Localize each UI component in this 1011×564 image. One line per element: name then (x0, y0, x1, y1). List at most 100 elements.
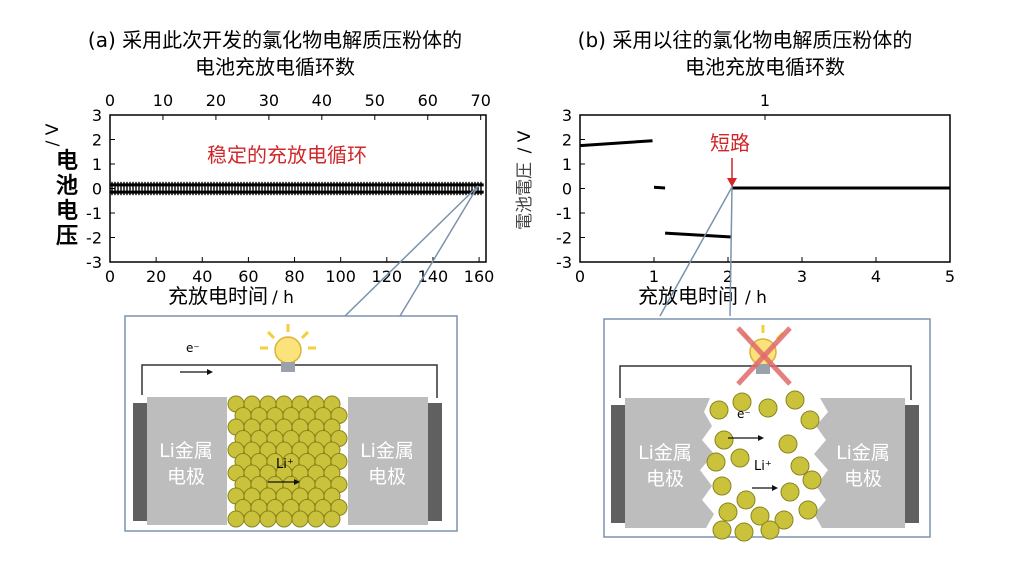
bulb-b-cross-icon (736, 326, 792, 386)
chart-a-xtick-label: 140 (418, 267, 449, 286)
electrolyte-particle (774, 510, 794, 530)
chart-a-xtick-label: 120 (372, 267, 403, 286)
chart-b-ytick-label: 0 (562, 180, 572, 199)
electrolyte-particle (785, 390, 805, 410)
diagram-a-left-electrode-label-line1: Li金属 (159, 440, 213, 462)
diagram-a-electrolyte-particles (227, 395, 348, 528)
chart-b-ticks: 0 1 2 3 4 5 3 2 1 0 -1 -2 -3 1 (556, 91, 955, 286)
electrolyte-particle (712, 476, 732, 496)
panel-b-caption-line2: 电池充放电循环数 (685, 55, 845, 79)
chart-a-ytick-label: -3 (86, 253, 102, 272)
chart-b-ylabel: 電池電圧 (515, 162, 535, 230)
chart-b-xtick-label: 2 (723, 267, 733, 286)
diagram-a-right-current-collector (428, 403, 442, 521)
chart-b-xtick-label: 1 (649, 267, 659, 286)
callout-a (344, 185, 479, 317)
chart-b-ytick-label: 3 (562, 106, 572, 125)
electrolyte-particle (227, 510, 245, 528)
chart-a-top-xtick-label: 20 (206, 91, 226, 110)
electrolyte-particle (732, 392, 752, 412)
bulb-a-icon (260, 324, 316, 372)
chart-a-xlabel: 充放电时间 (168, 284, 268, 308)
chart-b-xlabel: 充放电时间 (638, 284, 738, 308)
diagram-b-electron-label: e⁻ (737, 407, 751, 421)
chart-b-ytick-label: 2 (562, 131, 572, 150)
diagram-b-left-electrode-label-line1: Li金属 (638, 442, 692, 464)
electrolyte-particle (718, 502, 738, 522)
chart-a-xtick-label: 60 (238, 267, 258, 286)
diagram-b-right-electrode (814, 398, 905, 528)
chart-b: 0 1 2 3 4 5 3 2 1 0 -1 -2 -3 1 短路 電池電圧 / V 充放电时间 / h (515, 91, 955, 308)
chart-b-xtick-label: 3 (797, 267, 807, 286)
electrolyte-particle (307, 510, 325, 528)
chart-b-top-xtick-label: 1 (760, 91, 770, 110)
chart-b-annotation-arrowhead (727, 178, 737, 187)
chart-b-ytick-label: -3 (556, 253, 572, 272)
electrolyte-particle (275, 510, 293, 528)
panel-a-caption-line2: 电池充放电循环数 (195, 55, 355, 79)
chart-a-xtick-label: 100 (325, 267, 356, 286)
electrolyte-particle (802, 470, 822, 490)
diagram-a-left-electrode (147, 397, 227, 525)
diagram-b-left-electrode-label-line2: 电极 (646, 468, 684, 490)
chart-a-top-xtick-label: 0 (105, 91, 115, 110)
chart-a-ytick-label: -2 (86, 229, 102, 248)
chart-b-xtick-label: 4 (871, 267, 881, 286)
electrolyte-particle (709, 400, 729, 420)
electrolyte-particle (778, 434, 798, 454)
diagram-b: Li金属 电极 Li金属 电极 e⁻ Li⁺ (603, 318, 931, 542)
electrolyte-particle (736, 490, 756, 510)
chart-b-series-0 (579, 139, 653, 148)
diagram-a-right-electrode (348, 397, 428, 525)
diagram-a: e⁻ Li金属 电极 Li金属 电极 Li⁺ (124, 315, 458, 532)
electrolyte-particle (323, 510, 341, 528)
chart-a-ytick-label: -1 (86, 204, 102, 223)
diagram-b-ion-label: Li⁺ (754, 459, 772, 474)
chart-a-xtick-label: 0 (105, 267, 115, 286)
electrolyte-particle (780, 482, 800, 502)
panel-a-caption-line1: (a) 采用此次开发的氯化物电解质压粉体的 (88, 28, 462, 52)
diagram-b-right-electrode-label-line1: Li金属 (836, 442, 890, 464)
chart-b-ytick-label: 1 (562, 155, 572, 174)
diagram-a-right-electrode-label-line2: 电极 (368, 466, 406, 488)
diagram-a-left-electrode-label-line2: 电极 (167, 466, 205, 488)
diagram-b-right-electrode-label-line2: 电极 (844, 468, 882, 490)
electrolyte-particle (712, 520, 732, 540)
electrolyte-particle (730, 448, 750, 468)
chart-b-annotation: 短路 (710, 131, 750, 155)
diagram-b-right-current-collector (905, 405, 919, 523)
chart-b-series-2 (665, 231, 732, 239)
chart-a-series (110, 181, 484, 196)
chart-a-ytick-label: 3 (92, 106, 102, 125)
diagram-a-ion-label: Li⁺ (276, 457, 294, 472)
chart-a-top-xtick-label: 10 (153, 91, 173, 110)
panel-b-caption-line1: (b) 采用以往的氯化物电解质压粉体的 (578, 28, 913, 52)
diagram-b-left-current-collector (611, 405, 625, 523)
diagram-a-electron-label: e⁻ (186, 341, 200, 355)
chart-a-top-xtick-label: 50 (365, 91, 385, 110)
chart-a-ytick-label: 0 (92, 180, 102, 199)
chart-a-top-xtick-label: 40 (312, 91, 332, 110)
electrolyte-particle (706, 452, 726, 472)
callout-b-line-left (659, 186, 733, 317)
diagram-b-left-electrode (625, 398, 714, 528)
chart-b-ytick-label: -1 (556, 204, 572, 223)
callout-a-line-right (399, 185, 479, 317)
chart-a-xtick-label: 20 (146, 267, 166, 286)
electrolyte-particle (750, 506, 770, 526)
diagram-b-ion-arrowhead (772, 485, 778, 491)
chart-b-ytick-label: -2 (556, 229, 572, 248)
chart-a-xtick-label: 80 (284, 267, 304, 286)
chart-a-xtick-label: 40 (192, 267, 212, 286)
chart-a-yunit: / V (43, 123, 63, 146)
diagram-a-right-electrode-label-line1: Li金属 (360, 440, 414, 462)
electrolyte-particle (714, 430, 734, 450)
chart-a-top-xtick-label: 60 (418, 91, 438, 110)
chart-b-xunit: / h (745, 288, 767, 308)
electrolyte-particle (291, 510, 309, 528)
electrolyte-particle (734, 522, 754, 542)
chart-a-xunit: / h (272, 288, 294, 308)
